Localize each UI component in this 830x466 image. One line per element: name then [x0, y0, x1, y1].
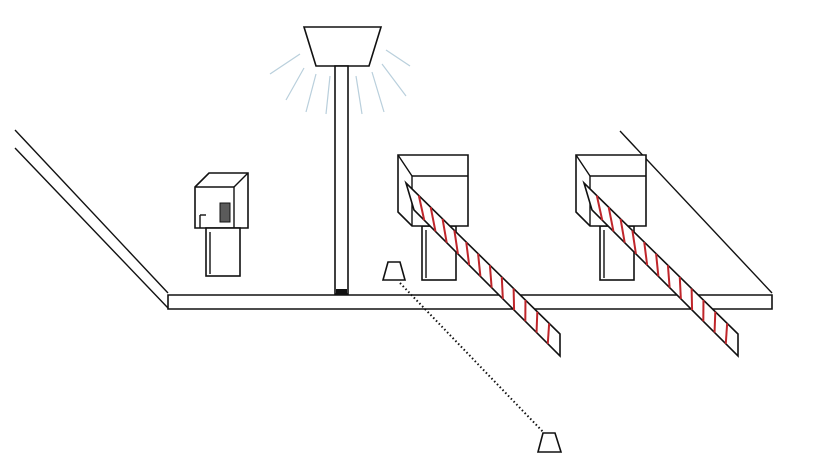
light-ray [356, 76, 362, 114]
light-ray [382, 64, 406, 96]
light-ray [386, 50, 410, 66]
barrier-gate-icon [398, 155, 560, 356]
ticket-sensor [220, 203, 230, 222]
barrier-stripe [726, 323, 727, 343]
traffic-cone-icon [538, 433, 561, 452]
road-edge-left [15, 130, 168, 308]
light-ray [372, 72, 384, 112]
barrier-stripe [715, 312, 716, 333]
light-ray [286, 68, 304, 100]
ticket-machine-icon [195, 173, 248, 276]
light-ray [326, 76, 330, 114]
light-ray [306, 74, 316, 112]
barrier-gate-icon [576, 155, 738, 356]
barrier-stripe [502, 277, 503, 299]
light-ray [270, 54, 300, 74]
barrier-stripe [548, 323, 549, 343]
barrier-stripe [537, 312, 538, 333]
street-lamp-icon [304, 27, 381, 295]
traffic-cone-icon [383, 262, 405, 280]
barrier-stripe [680, 277, 681, 299]
